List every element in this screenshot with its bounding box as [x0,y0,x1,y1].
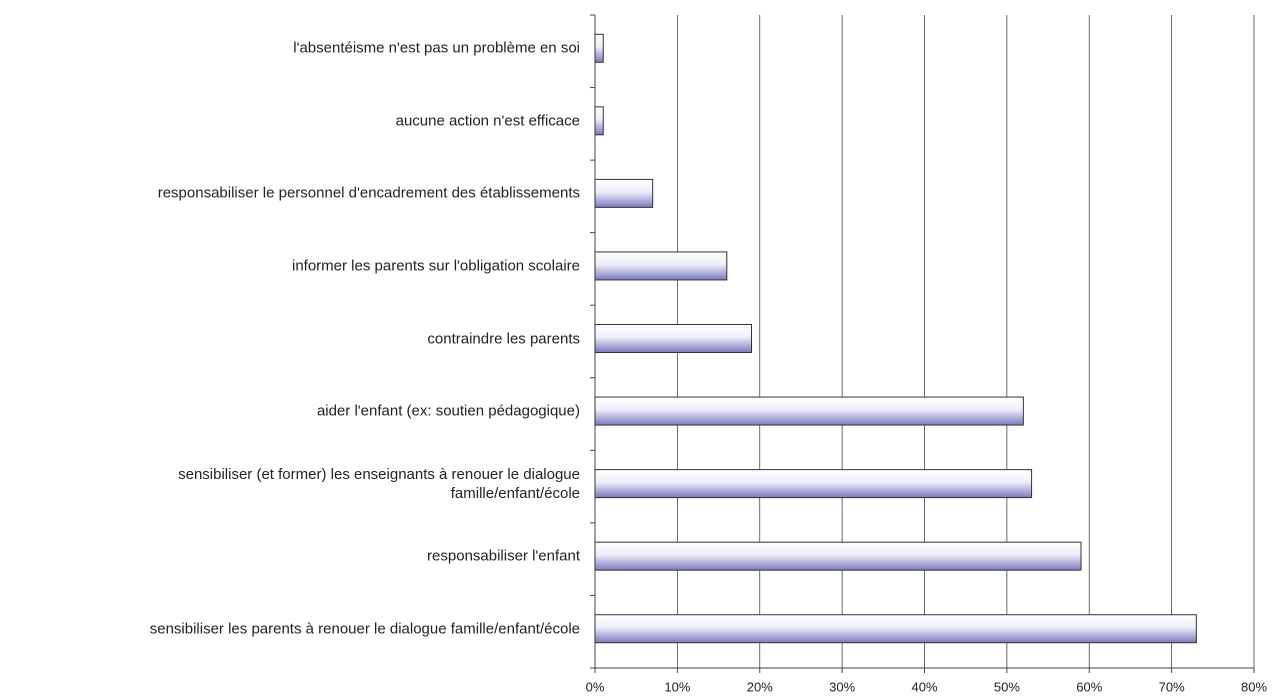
bar [594,178,654,208]
y-tick-label: aider l'enfant (ex: soutien pédagogique) [316,402,580,420]
y-tick-label: sensibiliser (et former) les enseignants… [178,465,580,502]
bar [594,614,1197,644]
y-tick-label: responsabiliser l'enfant [427,547,580,565]
bar [594,106,604,136]
bar [594,251,728,281]
x-tick-label: 0% [586,679,605,694]
y-tick-label: sensibiliser les parents à renouer le di… [149,620,580,638]
y-tick-label: informer les parents sur l'obligation sc… [292,257,580,275]
bar [594,324,753,353]
bar [594,396,1024,426]
y-tick-label: aucune action n'est efficace [395,112,580,130]
x-tick-label: 20% [747,679,773,694]
bar [594,469,1033,499]
x-tick-label: 70% [1159,679,1185,694]
y-tick-label: contraindre les parents [427,330,580,347]
x-tick-label: 30% [829,679,855,694]
x-tick-label: 40% [911,679,937,694]
x-tick-label: 60% [1076,679,1102,694]
x-tick-label: 50% [994,679,1020,694]
x-tick-label: 80% [1241,679,1267,694]
y-tick-label: responsabiliser le personnel d'encadreme… [157,184,580,202]
bar [594,541,1082,571]
x-tick-label: 10% [664,679,690,694]
bar [594,33,604,63]
y-tick-label: l'absentéisme n'est pas un problème en s… [293,39,580,57]
